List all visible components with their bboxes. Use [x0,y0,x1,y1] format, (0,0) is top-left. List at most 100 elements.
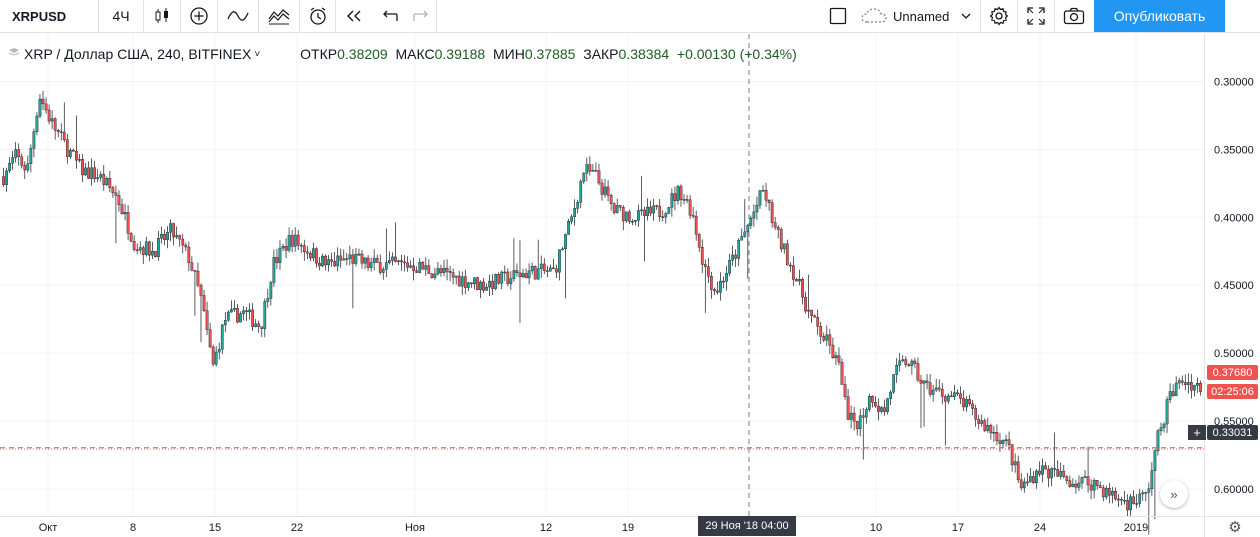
candle-body [157,238,160,257]
candle-body [691,215,695,217]
time-tick-label: 10 [870,522,882,534]
candle-body [713,289,716,292]
fullscreen-icon[interactable] [1018,0,1054,32]
candle-body [995,432,999,442]
candle-body [430,273,434,278]
candle-body [394,256,397,262]
candle-body [214,351,218,365]
symbol-search[interactable]: XRPUSD [12,8,67,24]
candle-body [1007,439,1011,445]
candle-body [8,163,11,172]
layout-name[interactable]: Unnamed [893,8,950,24]
indicators-icon[interactable] [259,0,299,32]
candle-body [877,405,880,412]
candle-body [889,391,892,399]
candle-body [1174,382,1178,396]
candle-body [755,205,759,213]
candle-body [658,205,662,217]
candle-body [56,129,60,132]
time-axis-ticks: Окт 8 15 22 Ноя 12 19 10 17 24 2019 [39,522,1149,534]
candle-body [494,274,498,289]
candle-body [819,326,823,337]
candle-body [482,281,485,291]
price-tick-label: 0.45000 [1214,280,1254,292]
candle-body [1156,430,1160,451]
candle-body [433,273,437,278]
candle-body [424,265,428,270]
candle-body [743,231,747,237]
candle-body [439,268,443,273]
candle-body [281,246,285,249]
change-value: +0.00130 (+0.34%) [676,46,797,62]
candle-body [871,396,874,403]
candle-body [1095,480,1099,486]
candle-body [852,412,856,422]
candle-body [1171,391,1175,396]
candle-body [384,262,388,270]
candle-body [1190,382,1193,391]
candle-body [1065,476,1069,481]
candle-body [357,253,361,256]
chevron-down-icon[interactable] [957,0,975,32]
candles-icon[interactable] [144,0,180,32]
candle-body [737,239,741,259]
candle-body [421,262,425,270]
candle-body [254,323,258,327]
candle-body [533,265,537,280]
candle-body [336,255,340,267]
candle-body [266,298,270,302]
candle-body [354,253,358,264]
checkbox-icon[interactable] [820,0,856,32]
candle-body [816,317,820,327]
candle-body [1047,469,1050,479]
price-chart[interactable]: 0.60000 0.55000 0.50000 0.45000 0.40000 0.350… [0,33,1260,537]
add-icon[interactable]: + [1188,425,1206,440]
divider [335,0,336,32]
scroll-to-realtime-button[interactable]: » [1160,480,1188,508]
candle-body [591,170,595,172]
gear-icon[interactable] [981,0,1017,32]
legend-title[interactable]: XRP / Доллар США, 240, BITFINEX [24,46,252,62]
candle-body [1104,487,1108,498]
candle-body [1196,382,1199,386]
compare-icon[interactable] [218,0,258,32]
candle-body [184,244,188,248]
candle-body [579,181,583,203]
candle-body [943,396,947,402]
candle-body [555,268,558,273]
candle-body [907,364,911,366]
candle-body [415,270,419,273]
candle-body [962,398,965,408]
candle-body [123,212,127,215]
candle-body [515,270,519,273]
time-tick-label: 24 [1034,522,1046,534]
divider [180,0,181,32]
candle-body [418,262,422,273]
time-tick-label: 2019 [1124,522,1148,534]
candle-body [172,223,175,238]
candle-body [1183,382,1187,385]
gear-icon[interactable]: ⚙ [1228,519,1242,536]
candle-body [552,267,555,270]
candle-body [655,205,659,207]
redo-icon[interactable] [406,0,436,32]
interval-button[interactable]: 4Ч [112,8,130,24]
chevron-down-icon[interactable]: ˅ [254,48,261,60]
candle-body [11,157,14,164]
undo-icon[interactable] [372,0,408,32]
camera-icon[interactable] [1055,0,1093,32]
candle-body [466,282,470,288]
replay-icon[interactable] [336,0,372,32]
add-indicator-icon[interactable] [181,0,217,32]
publish-button[interactable]: Опубликовать [1094,0,1225,32]
candle-body [287,235,291,251]
candle-body [1120,499,1123,501]
candle-body [1147,488,1151,493]
candle-body [731,254,734,261]
candle-body [752,211,756,219]
candle-body [725,273,728,282]
high-value: 0.39188 [434,46,486,62]
candle-body [114,192,118,196]
chart-grid [0,34,1204,516]
alert-icon[interactable] [300,0,335,32]
